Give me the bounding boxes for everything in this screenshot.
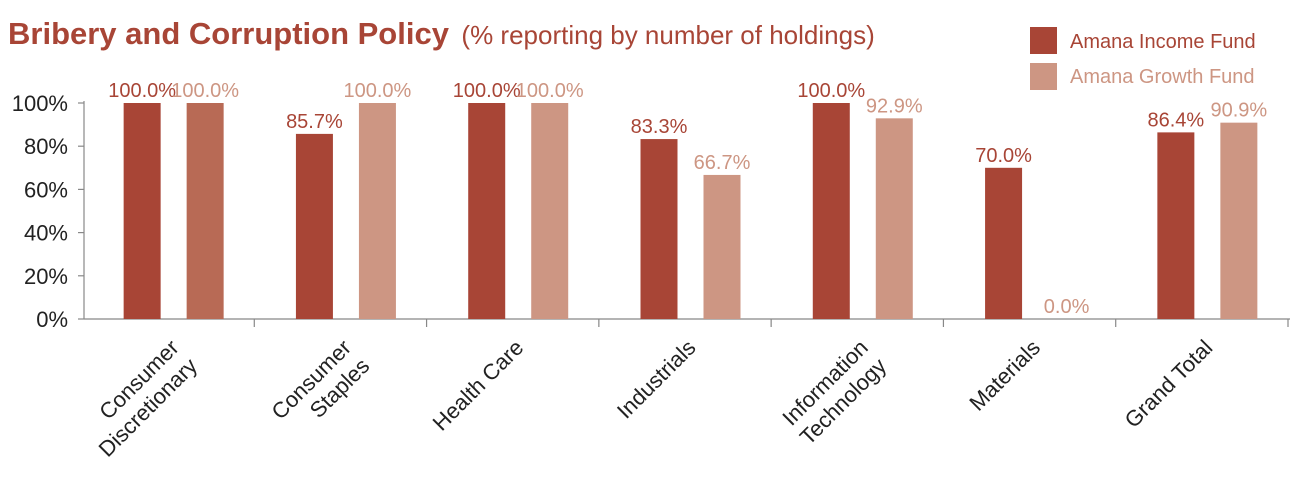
- bar-growth: [1220, 122, 1258, 319]
- bar-growth: [358, 103, 396, 319]
- data-label: 100.0%: [171, 80, 239, 102]
- bar-growth: [875, 118, 913, 319]
- data-label: 100.0%: [344, 80, 412, 102]
- y-tick-label: 80%: [24, 134, 68, 159]
- data-label: 83.3%: [631, 116, 688, 138]
- bar-growth: [186, 103, 224, 319]
- x-tick-label-line: Grand Total: [1120, 335, 1218, 433]
- data-label: 100.0%: [108, 80, 176, 102]
- x-tick-label: Grand Total: [1120, 335, 1218, 433]
- y-tick-label: 60%: [24, 177, 68, 202]
- legend-label-income: Amana Income Fund: [1070, 31, 1256, 53]
- data-label: 100.0%: [797, 80, 865, 102]
- data-label: 100.0%: [453, 80, 521, 102]
- bar-growth: [531, 103, 569, 319]
- y-tick-label: 40%: [24, 221, 68, 246]
- data-label: 100.0%: [516, 80, 584, 102]
- bar-income: [123, 103, 161, 319]
- chart-subtitle: (% reporting by number of holdings): [461, 20, 874, 50]
- legend-swatch-growth: [1030, 63, 1057, 90]
- data-labels: 100.0%100.0%85.7%100.0% 100.0%100.0%83.3%…: [108, 80, 1267, 318]
- data-label: 85.7%: [286, 111, 343, 133]
- y-tick-label: 20%: [24, 264, 68, 289]
- data-label: 90.9%: [1210, 100, 1267, 122]
- legend-label-growth: Amana Growth Fund: [1070, 66, 1255, 88]
- bar-income: [812, 103, 850, 319]
- x-tick-label: Materials: [964, 335, 1045, 416]
- data-label: 92.9%: [866, 95, 923, 117]
- bar-income: [295, 133, 333, 319]
- x-tick-label-line: Materials: [964, 335, 1045, 416]
- chart-title-main: Bribery and Corruption Policy: [8, 16, 450, 51]
- data-label: 70.0%: [975, 145, 1032, 167]
- x-tick-label: Health Care: [428, 335, 529, 436]
- bar-income: [1157, 132, 1195, 319]
- chart-title: Bribery and Corruption Policy (% reporti…: [8, 16, 875, 51]
- bar-income: [640, 139, 678, 319]
- legend-swatch-income: [1030, 27, 1057, 54]
- legend: Amana Income Fund Amana Growth Fund: [1030, 27, 1256, 90]
- x-tick-label: Industrials: [612, 335, 701, 424]
- x-tick-label-line: Industrials: [612, 335, 701, 424]
- bar-income: [985, 167, 1023, 319]
- x-tick-label-line: Health Care: [428, 335, 529, 436]
- y-tick-label: 100%: [12, 91, 68, 116]
- bars: [123, 103, 1258, 319]
- data-label: 66.7%: [694, 152, 751, 174]
- data-label: 86.4%: [1147, 109, 1204, 131]
- bar-income: [468, 103, 506, 319]
- bar-growth: [703, 174, 741, 319]
- y-tick-label: 0%: [36, 307, 68, 332]
- data-label: 0.0%: [1044, 296, 1090, 318]
